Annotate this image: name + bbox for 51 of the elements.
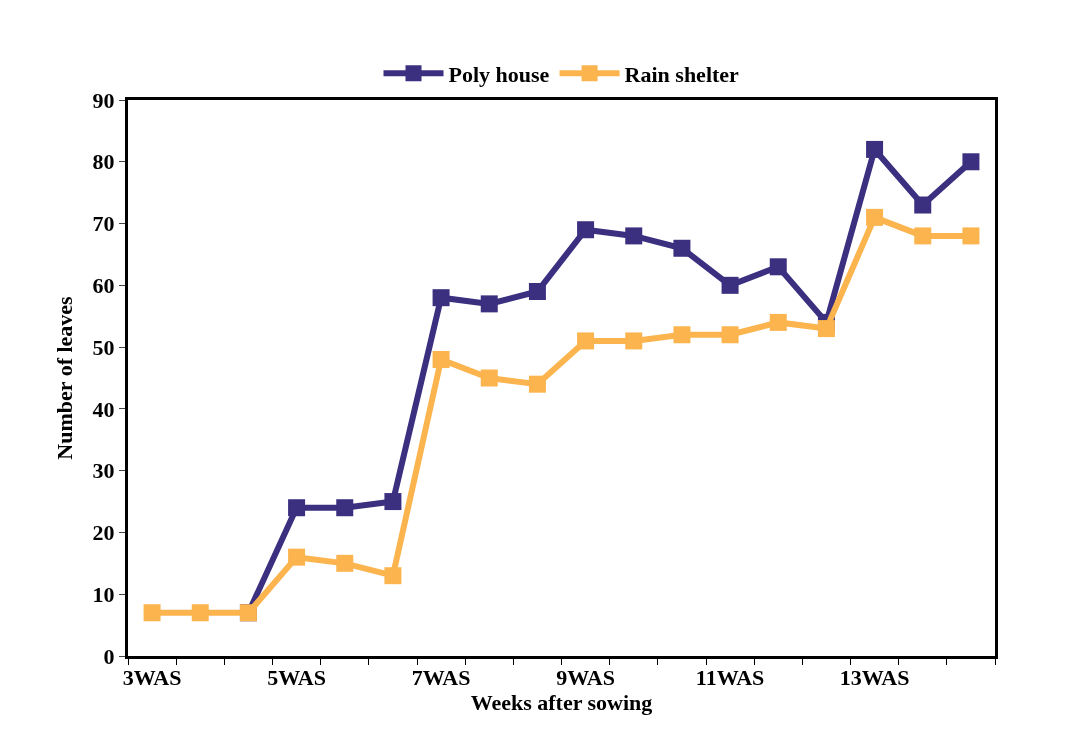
point [914,227,932,245]
legend-label: Poly house [448,61,550,87]
point [962,227,980,245]
point [962,153,980,171]
point [673,239,691,257]
y-axis-title: Number of leaves [52,295,77,460]
point [866,208,884,226]
point [384,493,402,511]
point [288,548,306,566]
point [769,258,787,276]
point [528,283,546,301]
point [480,295,498,313]
y-tick-label: 90 [92,87,115,113]
x-tick-label: 9WAS [556,665,615,691]
y-tick-label: 10 [92,581,115,607]
point [384,567,402,585]
point [721,326,739,344]
y-tick-label: 60 [92,273,115,299]
x-axis-title: Weeks after sowing [470,690,653,716]
point [336,554,354,572]
point [432,289,450,307]
x-tick-label: 7WAS [411,665,471,691]
y-tick-label: 0 [103,643,115,669]
y-tick-label: 30 [92,458,115,484]
point [673,326,691,344]
point [480,369,498,387]
y-tick-label: 40 [92,396,115,422]
x-tick-label: 13WAS [839,665,910,691]
y-tick-label: 70 [92,211,115,237]
y-tick-label: 50 [92,334,115,360]
point [866,140,884,158]
point [577,332,595,350]
point [191,604,209,622]
point [721,276,739,294]
point [769,313,787,331]
point [528,375,546,393]
point [336,499,354,517]
y-tick-label: 20 [92,520,115,546]
point [143,604,161,622]
x-tick-label: 5WAS [267,665,326,691]
legend-label: Rain shelter [624,61,740,87]
point [914,196,932,214]
x-tick-label: 11WAS [695,665,765,691]
point [288,499,306,517]
point [625,227,643,245]
point [577,221,595,239]
point [432,350,450,368]
y-tick-label: 80 [92,149,115,175]
point [625,332,643,350]
point [817,320,835,338]
x-tick-label: 3WAS [122,665,182,691]
